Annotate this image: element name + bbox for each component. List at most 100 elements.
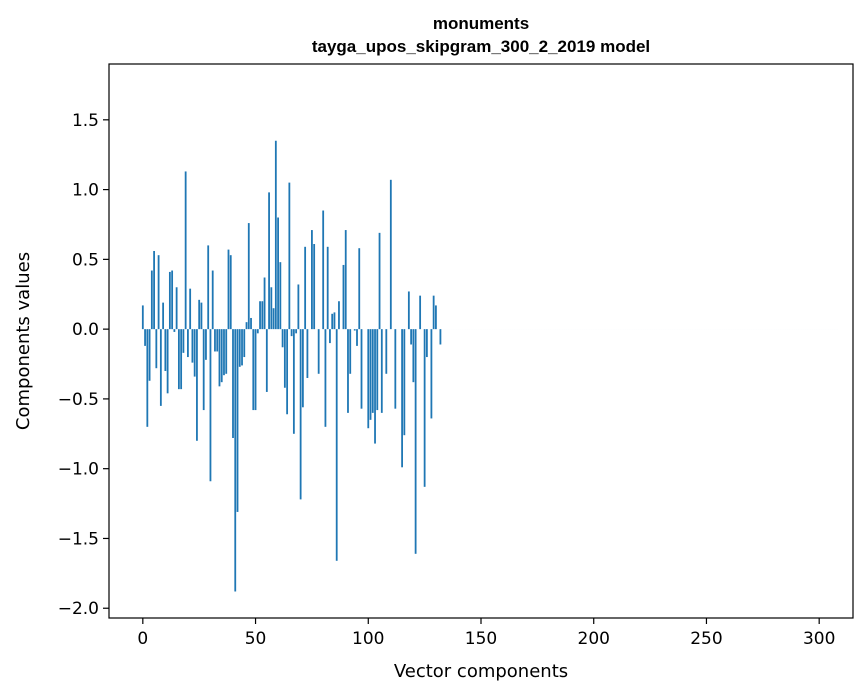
bar: [141, 305, 144, 330]
bar: [394, 329, 397, 409]
bar: [353, 329, 356, 331]
bar: [349, 329, 352, 374]
bar: [243, 329, 246, 358]
bar: [283, 329, 286, 388]
bar: [256, 329, 259, 334]
x-tick-label: 300: [803, 629, 835, 649]
bar: [317, 329, 320, 374]
bars-group: [141, 140, 839, 592]
bar: [265, 329, 268, 392]
x-axis-ticks: 0 50 100 150 200 250 300: [137, 618, 835, 649]
x-tick-label: 200: [578, 629, 610, 649]
bar: [175, 287, 178, 330]
bar: [191, 329, 194, 363]
x-axis-label: Vector components: [394, 661, 568, 682]
bar: [166, 329, 169, 394]
bar: [177, 329, 180, 390]
bar: [432, 295, 435, 330]
bar: [322, 210, 325, 330]
x-tick-label: 0: [137, 629, 148, 649]
bar: [159, 329, 162, 406]
bar: [187, 329, 189, 358]
bar: [209, 329, 212, 482]
bar: [268, 192, 270, 330]
bar: [216, 329, 219, 352]
bar: [148, 329, 151, 381]
bar: [234, 329, 237, 592]
bar: [225, 329, 228, 374]
bar: [259, 301, 261, 330]
bar: [153, 250, 155, 330]
bar: [180, 329, 183, 390]
bar: [232, 329, 234, 438]
bar: [356, 329, 358, 346]
bar: [238, 329, 241, 367]
bar: [205, 329, 207, 360]
bar: [227, 249, 230, 330]
bar: [297, 284, 300, 330]
bar: [435, 305, 437, 330]
bar: [274, 140, 277, 330]
bar: [385, 329, 388, 374]
y-tick-label: 0.0: [72, 320, 99, 340]
bar: [347, 329, 349, 413]
bar: [403, 329, 406, 436]
y-tick-label: −1.0: [58, 460, 99, 480]
bar: [254, 329, 257, 411]
bar: [342, 264, 345, 330]
bar: [223, 329, 225, 376]
bar: [281, 329, 284, 348]
x-tick-label: 100: [352, 629, 384, 649]
bar: [335, 329, 338, 561]
bar: [214, 329, 216, 352]
bar: [371, 329, 374, 413]
bar: [164, 329, 167, 371]
bar: [299, 329, 302, 500]
y-tick-label: 0.5: [72, 250, 99, 270]
bar: [184, 171, 187, 330]
bar: [292, 329, 295, 434]
y-axis-label: Components values: [13, 252, 34, 430]
bar: [344, 230, 347, 330]
bar: [313, 244, 316, 330]
bar: [423, 329, 426, 487]
bar: [419, 295, 422, 330]
bar: [162, 302, 165, 330]
bar: [425, 329, 428, 358]
bar: [270, 287, 273, 330]
bar: [200, 302, 203, 330]
bar: [374, 329, 376, 444]
bar: [252, 329, 255, 411]
bar: [329, 329, 331, 344]
bar: [331, 313, 334, 330]
bar: [333, 312, 336, 330]
bar: [412, 329, 415, 383]
bar: [245, 322, 248, 330]
bar: [367, 329, 370, 429]
bar: [250, 317, 252, 330]
bar: [247, 223, 250, 330]
bar: [182, 329, 185, 353]
bar: [389, 179, 392, 330]
bar: [196, 329, 198, 441]
bar: [198, 299, 201, 330]
bar: [193, 329, 196, 377]
bar: [173, 329, 176, 332]
bar: [168, 271, 171, 330]
bar: [439, 329, 442, 345]
bar: [295, 329, 298, 334]
bar: [407, 291, 410, 330]
y-tick-label: 1.0: [72, 181, 99, 201]
bar: [277, 217, 279, 330]
bar: [171, 270, 174, 330]
bar: [301, 329, 304, 408]
bar: [288, 182, 291, 330]
y-tick-label: −1.5: [58, 529, 99, 549]
bar: [155, 329, 158, 369]
bar: [144, 329, 146, 346]
bar: [263, 277, 266, 330]
bar: [358, 248, 361, 330]
bar: [414, 329, 417, 554]
bar: [272, 308, 275, 330]
